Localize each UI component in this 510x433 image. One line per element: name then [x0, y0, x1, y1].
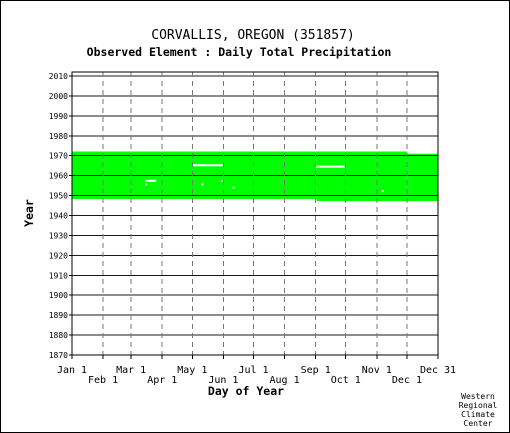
y-tick-label: 1970 [49, 152, 68, 161]
y-tick-label: 1920 [49, 251, 68, 260]
y-tick-label: 1960 [49, 172, 68, 181]
data-coverage-layer [72, 151, 438, 202]
y-tick-label: 2000 [49, 92, 68, 101]
plot-area-border [71, 71, 439, 356]
y-axis-ticks: 1870 1880 1890 1900 1910 1920 1930 1940 1950 1960… [49, 72, 72, 360]
x-tick-label: Dec 31 [420, 365, 456, 376]
x-tick-label: Feb 1 [88, 375, 118, 386]
x-axis-label: Day of Year [208, 384, 284, 398]
y-tick-label: 1880 [49, 331, 68, 340]
grid-layer [72, 72, 438, 356]
x-tick-label: Apr 1 [147, 375, 177, 386]
missing-segment [145, 183, 148, 186]
missing-segment [315, 165, 345, 168]
y-tick-label: 1940 [49, 211, 68, 220]
missing-segment [232, 186, 235, 189]
x-tick-label: Jun 1 [208, 375, 238, 386]
missing-segment [221, 180, 224, 183]
credit-line: Western [461, 392, 495, 401]
y-tick-label: 1910 [49, 271, 68, 280]
x-tick-label: Nov 1 [362, 365, 392, 376]
chart-title: CORVALLIS, OREGON (351857) [151, 28, 355, 43]
missing-segment [145, 179, 157, 182]
y-tick-label: 1990 [49, 112, 68, 121]
coverage-block [406, 153, 438, 202]
x-tick-label: Mar 1 [116, 365, 146, 376]
y-tick-label: 1890 [49, 311, 68, 320]
credit-line: Climate [461, 410, 495, 419]
y-axis-label: Year [22, 199, 36, 227]
x-tick-label: Sep 1 [301, 365, 331, 376]
missing-data-layer [145, 164, 384, 192]
y-tick-label: 2010 [49, 72, 68, 81]
missing-segment [201, 183, 204, 186]
y-tick-label: 1950 [49, 192, 68, 201]
x-tick-label: Oct 1 [331, 375, 361, 386]
missing-segment [381, 189, 384, 192]
y-tick-label: 1870 [49, 351, 68, 360]
x-tick-label: Aug 1 [270, 375, 300, 386]
missing-segment [192, 164, 224, 167]
chart-subtitle: Observed Element : Daily Total Precipita… [87, 45, 392, 59]
y-tick-label: 1980 [49, 132, 68, 141]
x-tick-label: Jan 1 [57, 365, 87, 376]
credit-line: Regional [459, 401, 498, 410]
y-tick-label: 1930 [49, 231, 68, 240]
credit-line: Center [464, 419, 493, 428]
x-tick-label: May 1 [177, 365, 207, 376]
x-tick-label: Dec 1 [392, 375, 422, 386]
y-tick-label: 1900 [49, 291, 68, 300]
x-tick-label: Jul 1 [238, 365, 268, 376]
coverage-block [316, 151, 407, 202]
